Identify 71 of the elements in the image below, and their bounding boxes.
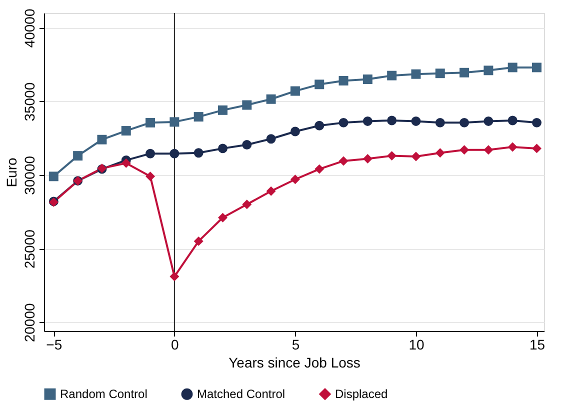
point xyxy=(194,148,204,158)
x-tick-label: 15 xyxy=(529,336,546,352)
point xyxy=(146,118,156,128)
point xyxy=(218,144,228,154)
point xyxy=(242,140,252,150)
x-tick-label: 5 xyxy=(292,336,300,352)
point xyxy=(314,120,324,130)
x-tick-label: −5 xyxy=(46,336,62,352)
point xyxy=(170,117,180,127)
point xyxy=(97,134,107,144)
point xyxy=(290,86,300,96)
point xyxy=(460,118,470,128)
point xyxy=(266,134,276,144)
y-tick-label: 20000 xyxy=(22,302,38,342)
point xyxy=(290,174,300,184)
point xyxy=(266,94,276,104)
point xyxy=(362,154,372,164)
legend-label: Displaced xyxy=(335,387,388,402)
point xyxy=(460,68,470,78)
point xyxy=(194,112,204,122)
point xyxy=(435,118,445,128)
point xyxy=(411,152,421,162)
y-tick-label: 30000 xyxy=(22,156,38,195)
point xyxy=(387,116,397,126)
point xyxy=(218,212,228,222)
x-tick-label: 10 xyxy=(408,336,424,352)
point xyxy=(435,68,445,78)
y-tick-label: 35000 xyxy=(22,82,38,122)
point xyxy=(170,148,180,158)
y-axis-title: Euro xyxy=(4,158,20,188)
point xyxy=(338,156,348,166)
point xyxy=(48,172,58,182)
x-axis-title: Years since Job Loss xyxy=(228,354,360,370)
point xyxy=(362,74,372,84)
point xyxy=(73,151,83,161)
point xyxy=(508,116,518,126)
point xyxy=(121,158,131,168)
point xyxy=(460,145,470,155)
point xyxy=(194,236,204,246)
point xyxy=(170,272,180,282)
point xyxy=(508,62,518,72)
point xyxy=(484,145,494,155)
point xyxy=(532,118,542,128)
point xyxy=(411,69,421,79)
legend-label: Matched Control xyxy=(197,387,286,402)
point xyxy=(435,148,445,158)
point xyxy=(532,144,542,154)
point xyxy=(121,126,131,136)
point xyxy=(484,66,494,76)
point xyxy=(266,186,276,196)
point xyxy=(362,116,372,126)
point xyxy=(290,126,300,136)
point xyxy=(484,116,494,126)
point xyxy=(314,164,324,174)
point xyxy=(411,116,421,126)
point xyxy=(532,62,542,72)
point xyxy=(242,200,252,210)
legend-label: Random Control xyxy=(60,387,148,402)
point xyxy=(218,105,228,115)
y-tick-label: 40000 xyxy=(22,8,38,48)
point xyxy=(338,76,348,86)
point xyxy=(242,100,252,110)
point xyxy=(314,80,324,90)
point xyxy=(146,172,156,182)
point xyxy=(387,151,397,161)
point xyxy=(387,70,397,80)
x-tick-label: 0 xyxy=(171,336,180,352)
y-tick-label: 25000 xyxy=(22,229,38,269)
point xyxy=(508,142,518,152)
point xyxy=(338,118,348,128)
point xyxy=(146,148,156,158)
